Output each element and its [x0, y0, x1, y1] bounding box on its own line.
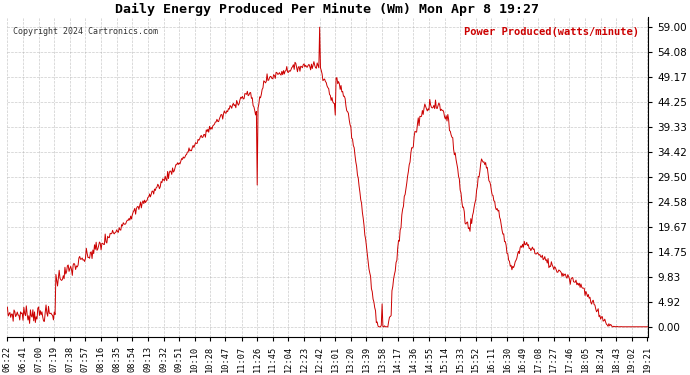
Text: Power Produced(watts/minute): Power Produced(watts/minute) — [464, 27, 639, 37]
Title: Daily Energy Produced Per Minute (Wm) Mon Apr 8 19:27: Daily Energy Produced Per Minute (Wm) Mo… — [115, 3, 540, 16]
Text: Copyright 2024 Cartronics.com: Copyright 2024 Cartronics.com — [13, 27, 158, 36]
